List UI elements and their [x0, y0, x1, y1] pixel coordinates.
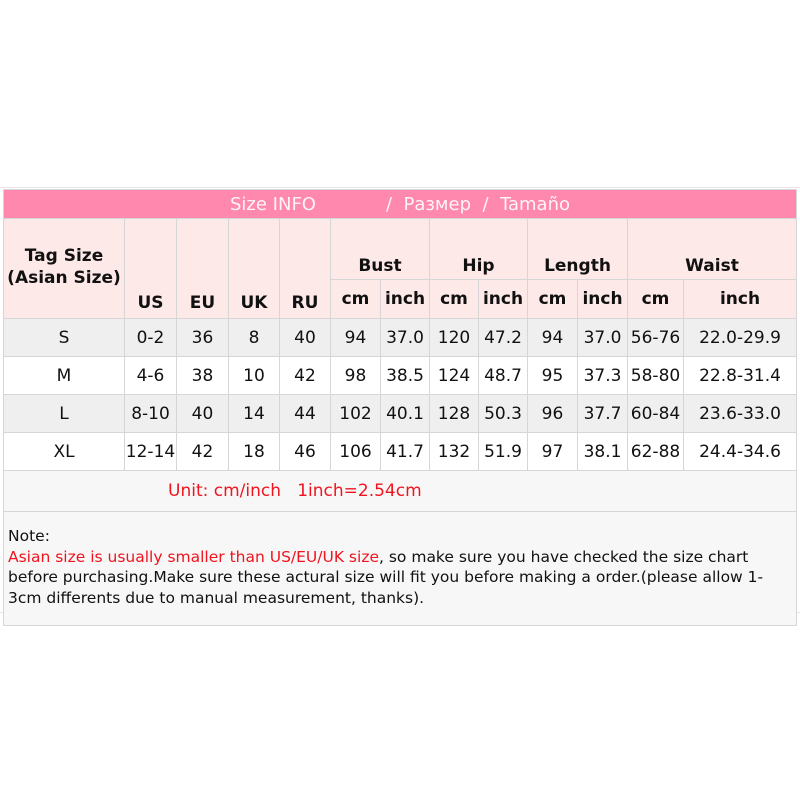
sheet-gridline	[0, 187, 800, 188]
cell-waist-cm: 56-76	[627, 318, 684, 357]
cell-length-inch: 37.3	[577, 356, 628, 395]
subheader-cm: cm	[330, 279, 381, 319]
cell-tag: XL	[3, 432, 125, 471]
cell-ru: 40	[279, 318, 331, 357]
unit-row: Unit: cm/inch 1inch=2.54cm	[2, 470, 798, 512]
note-warning: Asian size is usually smaller than US/EU…	[8, 547, 379, 566]
header-hip: Hip	[429, 218, 528, 280]
cell-eu: 40	[176, 394, 229, 433]
cell-tag: M	[3, 356, 125, 395]
table-row: S 0-2 36 8 40 94 37.0 120 47.2 94 37.0 5…	[3, 318, 798, 357]
cell-us: 12-14	[124, 432, 177, 471]
subheader-cm: cm	[527, 279, 578, 319]
subheader-row: cm inch cm inch cm inch cm inch	[4, 279, 798, 319]
cell-bust-inch: 38.5	[380, 356, 430, 395]
cell-ru: 42	[279, 356, 331, 395]
cell-length-inch: 38.1	[577, 432, 628, 471]
table-row: XL 12-14 42 18 46 106 41.7 132 51.9 97 3…	[3, 432, 798, 471]
cell-waist-inch: 22.0-29.9	[682, 318, 798, 357]
cell-us: 0-2	[124, 318, 177, 357]
cell-uk: 10	[228, 356, 280, 395]
cell-length-cm: 94	[527, 318, 578, 357]
cell-hip-inch: 50.3	[478, 394, 528, 433]
subheader-inch: inch	[478, 279, 528, 319]
cell-bust-cm: 98	[330, 356, 381, 395]
header-row: Tag Size (Asian Size) US EU UK RU Bust H…	[3, 218, 798, 319]
cell-bust-cm: 106	[330, 432, 381, 471]
note-cell: Note: Asian size is usually smaller than…	[2, 511, 798, 626]
cell-waist-inch: 22.8-31.4	[682, 356, 798, 395]
header-length: Length	[527, 218, 628, 280]
cell-bust-inch: 41.7	[380, 432, 430, 471]
cell-waist-inch: 23.6-33.0	[682, 394, 798, 433]
table-row: M 4-6 38 10 42 98 38.5 124 48.7 95 37.3 …	[3, 356, 798, 395]
title-row: Size INFO / Размер / Tamaño	[2, 189, 798, 219]
cell-ru: 44	[279, 394, 331, 433]
subheader-inch: inch	[682, 279, 798, 319]
cell-eu: 38	[176, 356, 229, 395]
note-label: Note:	[8, 527, 50, 545]
cell-length-inch: 37.7	[577, 394, 628, 433]
header-us: US	[124, 218, 177, 319]
cell-bust-cm: 102	[330, 394, 381, 433]
table-title: Size INFO / Размер / Tamaño	[2, 189, 798, 219]
header-eu: EU	[176, 218, 229, 319]
cell-hip-cm: 120	[429, 318, 479, 357]
cell-bust-cm: 94	[330, 318, 381, 357]
subheader-cm: cm	[429, 279, 479, 319]
cell-hip-cm: 124	[429, 356, 479, 395]
cell-waist-cm: 58-80	[627, 356, 684, 395]
cell-ru: 46	[279, 432, 331, 471]
header-uk: UK	[228, 218, 280, 319]
cell-bust-inch: 40.1	[380, 394, 430, 433]
cell-length-inch: 37.0	[577, 318, 628, 357]
cell-eu: 36	[176, 318, 229, 357]
cell-length-cm: 95	[527, 356, 578, 395]
cell-hip-inch: 48.7	[478, 356, 528, 395]
subheader-inch: inch	[380, 279, 430, 319]
header-waist: Waist	[626, 218, 798, 280]
cell-hip-inch: 51.9	[478, 432, 528, 471]
cell-waist-cm: 62-88	[627, 432, 684, 471]
cell-us: 4-6	[124, 356, 177, 395]
cell-tag: L	[3, 394, 125, 433]
cell-hip-cm: 132	[429, 432, 479, 471]
subheader-inch: inch	[577, 279, 628, 319]
cell-waist-inch: 24.4-34.6	[682, 432, 798, 471]
header-tag-size: Tag Size (Asian Size)	[3, 218, 125, 319]
subheader-cm: cm	[627, 279, 684, 319]
cell-us: 8-10	[124, 394, 177, 433]
cell-waist-cm: 60-84	[627, 394, 684, 433]
cell-uk: 18	[228, 432, 280, 471]
cell-uk: 8	[228, 318, 280, 357]
size-chart-table: Size INFO / Размер / Tamaño Tag Size (Asi…	[2, 189, 798, 626]
note-row: Note: Asian size is usually smaller than…	[2, 511, 798, 626]
header-bust: Bust	[330, 218, 430, 280]
unit-note: Unit: cm/inch 1inch=2.54cm	[2, 470, 798, 512]
title-size-info: Size INFO	[230, 193, 316, 215]
cell-length-cm: 96	[527, 394, 578, 433]
cell-bust-inch: 37.0	[380, 318, 430, 357]
cell-uk: 14	[228, 394, 280, 433]
cell-eu: 42	[176, 432, 229, 471]
cell-hip-inch: 47.2	[478, 318, 528, 357]
title-translations: / Размер / Tamaño	[385, 193, 570, 215]
note-text: , so make sure you have checked the size…	[8, 547, 764, 607]
cell-hip-cm: 128	[429, 394, 479, 433]
header-ru: RU	[279, 218, 331, 319]
cell-tag: S	[3, 318, 125, 357]
table-row: L 8-10 40 14 44 102 40.1 128 50.3 96 37.…	[3, 394, 798, 433]
cell-length-cm: 97	[527, 432, 578, 471]
